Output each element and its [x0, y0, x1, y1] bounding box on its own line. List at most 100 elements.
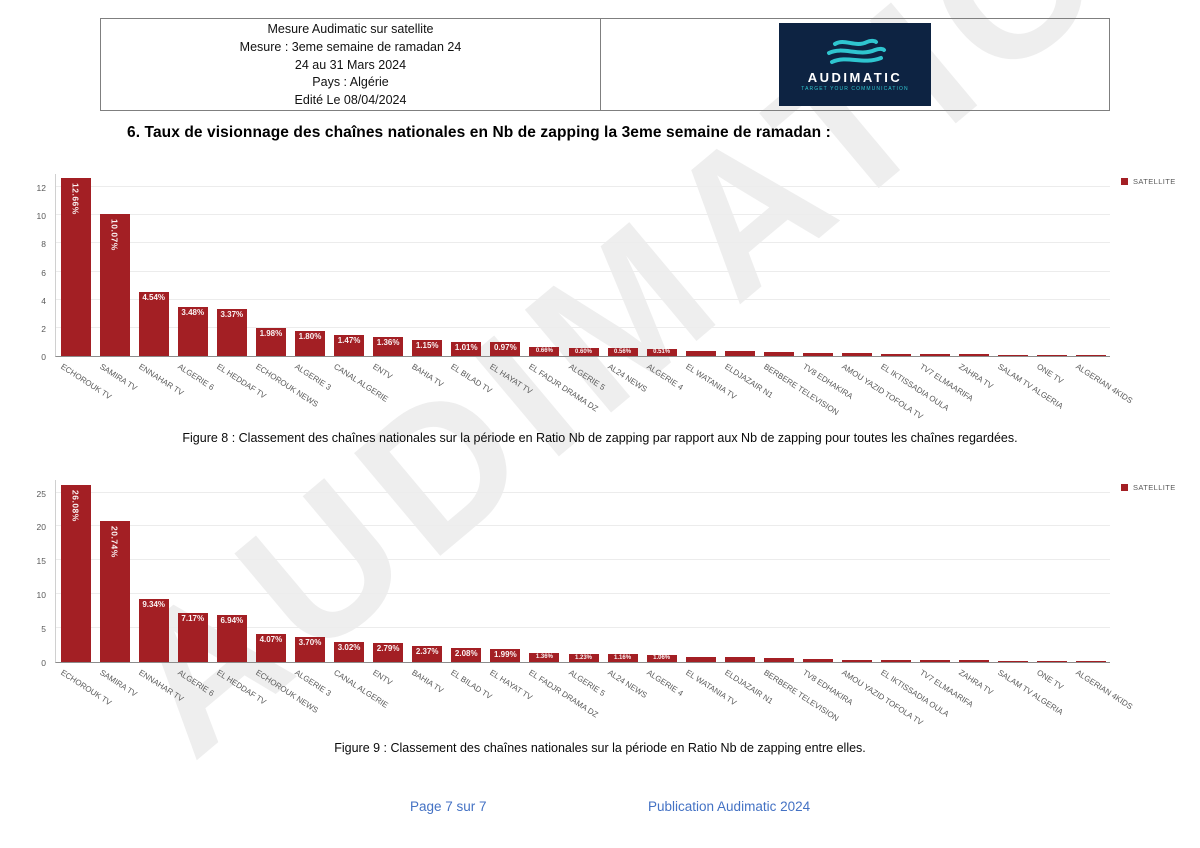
- publication-label: Publication Audimatic 2024: [648, 799, 811, 814]
- gridline: [56, 627, 1110, 629]
- x-category-label: EL FADJR DRAMA DZ: [527, 362, 601, 414]
- bar: [802, 659, 833, 662]
- figure9-caption: Figure 9 : Classement des chaînes nation…: [334, 741, 866, 755]
- bar: [802, 353, 833, 356]
- bar-value-label: 2.08%: [454, 648, 478, 658]
- header-line-week: Mesure : 3eme semaine de ramadan 24: [239, 39, 462, 54]
- y-tick-label: 4: [41, 295, 46, 306]
- bar: 1.16%: [607, 654, 638, 662]
- header-line-country: Pays : Algérie: [312, 75, 389, 90]
- bar: [881, 353, 912, 356]
- bar-value-label: 1.36%: [376, 337, 400, 347]
- x-category-label: ENTV: [371, 668, 395, 688]
- bar: [998, 354, 1029, 356]
- bar: 6.94%: [216, 614, 247, 662]
- bar: 0.66%: [529, 346, 560, 356]
- y-tick-label: 0: [41, 658, 46, 668]
- x-category-label: ALGERIAN 4KIDS: [1074, 668, 1135, 712]
- y-tick-label: 5: [41, 624, 46, 635]
- bar: 2.08%: [451, 647, 482, 662]
- bar-value-label: 1.01%: [454, 342, 478, 352]
- bar: [842, 353, 873, 356]
- x-category-label: EL IKTISSADIA OULA: [879, 362, 951, 413]
- bar: 10.07%: [99, 214, 130, 356]
- bar-value-label: 4.54%: [142, 293, 166, 303]
- bar: [1037, 660, 1068, 662]
- header-table: Mesure Audimatic sur satellite Mesure : …: [100, 18, 1110, 111]
- bar-value-label: 0.97%: [494, 343, 517, 353]
- header-line-dates: 24 au 31 Mars 2024: [294, 57, 407, 72]
- logo-tagline: TARGET YOUR COMMUNICATION: [801, 85, 909, 92]
- figure8-caption: Figure 8 : Classement des chaînes nation…: [182, 431, 1018, 445]
- legend: SATELLITE: [1121, 483, 1176, 492]
- bar-value-label: 0.51%: [653, 349, 671, 356]
- bar-value-label: 1.23%: [574, 654, 592, 661]
- x-category-label: SALAM TV ALGERIA: [996, 362, 1065, 411]
- plot-area: 26.08% 20.74% 9.34% 7.17% 6.94% 4.07% 3.70% 3.0…: [55, 480, 1110, 663]
- bar: 1.98%: [255, 328, 286, 356]
- x-category-label: ALGERIE 4: [644, 362, 685, 393]
- bar-value-label: 0.66%: [535, 348, 553, 355]
- bar: 3.02%: [334, 641, 365, 662]
- y-tick-label: 20: [36, 522, 46, 533]
- bar: 1.15%: [412, 339, 443, 356]
- gridline: [56, 525, 1110, 527]
- bar: [1076, 354, 1107, 356]
- x-category-label: ENTV: [371, 362, 395, 382]
- bar-value-label: 1.15%: [415, 340, 439, 350]
- bar: [685, 656, 716, 662]
- bar: [1037, 354, 1068, 356]
- bar-value-label: 7.17%: [181, 614, 205, 624]
- waves-icon: [827, 38, 886, 64]
- bar: 4.54%: [138, 292, 169, 356]
- legend-label: SATELLITE: [1133, 483, 1176, 492]
- bar: 12.66%: [60, 177, 91, 356]
- plot-area: 12.66% 10.07% 4.54% 3.48% 3.37% 1.98% 1.80% 1.4…: [55, 174, 1110, 357]
- header-info: Mesure Audimatic sur satellite Mesure : …: [101, 19, 601, 110]
- bar: 9.34%: [138, 598, 169, 662]
- bar-value-label: 3.02%: [337, 642, 361, 652]
- bar-value-label: 1.98%: [259, 329, 283, 339]
- bar: 3.70%: [294, 636, 325, 662]
- bar-value-label: 20.74%: [109, 526, 120, 559]
- gridline: [56, 186, 1110, 188]
- section-title: 6. Taux de visionnage des chaînes nation…: [127, 124, 831, 141]
- bar-value-label: 3.70%: [298, 637, 322, 647]
- bar: [763, 658, 794, 662]
- x-category-label: ZAHRA TV: [957, 668, 995, 697]
- audimatic-logo: AUDIMATIC TARGET YOUR COMMUNICATION: [779, 23, 931, 106]
- gridline: [56, 214, 1110, 216]
- bar: 1.36%: [529, 652, 560, 662]
- y-tick-label: 0: [41, 352, 46, 362]
- x-category-label: ZAHRA TV: [957, 362, 995, 391]
- y-tick-label: 8: [41, 239, 46, 250]
- y-axis: 0 5 10 15 20 25: [0, 480, 50, 668]
- y-tick-label: 2: [41, 323, 46, 334]
- bar: [998, 660, 1029, 662]
- bar: 2.37%: [412, 645, 443, 662]
- x-category-label: ALGERIAN 4KIDS: [1074, 362, 1135, 406]
- footer: Page 7 sur 7 Publication Audimatic 2024: [0, 799, 1200, 819]
- gridline: [56, 491, 1110, 493]
- x-category-label: EL BILAD TV: [449, 668, 494, 702]
- x-category-label: EL BILAD TV: [449, 362, 494, 396]
- bar: [959, 660, 990, 662]
- x-category-label: BERBERE TELEVISION: [761, 668, 841, 724]
- logo-brand: AUDIMATIC: [807, 69, 903, 85]
- x-category-label: BERBERE TELEVISION: [761, 362, 841, 418]
- x-category-label: BAHIA TV: [410, 362, 446, 390]
- bar: 20.74%: [99, 521, 130, 662]
- header-logo-cell: AUDIMATIC TARGET YOUR COMMUNICATION: [601, 19, 1109, 110]
- bar-value-label: 1.16%: [614, 655, 632, 662]
- bar: 0.60%: [568, 347, 599, 356]
- x-category-label: AL24 NEWS: [605, 668, 649, 701]
- bar: 1.80%: [294, 330, 325, 356]
- bar: 7.17%: [177, 613, 208, 662]
- bar: 4.07%: [255, 634, 286, 662]
- bar: 3.48%: [177, 307, 208, 356]
- bar-value-label: 26.08%: [70, 490, 81, 523]
- bar: 3.37%: [216, 308, 247, 356]
- bar: 0.56%: [607, 348, 638, 356]
- bar: [920, 354, 951, 356]
